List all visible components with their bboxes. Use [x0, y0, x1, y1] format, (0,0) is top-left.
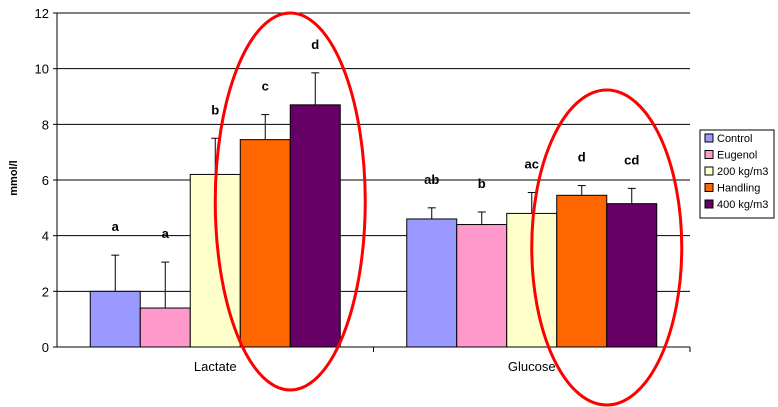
bar — [606, 203, 658, 348]
highlight-ellipse — [530, 88, 684, 407]
significance-label: ac — [525, 157, 539, 172]
bar — [556, 194, 608, 348]
x-category-label: Glucose — [508, 359, 556, 374]
bar — [456, 224, 508, 348]
legend-label: 400 kg/m3 — [717, 199, 768, 211]
highlight-ellipses — [213, 11, 684, 407]
significance-label: cd — [624, 152, 639, 167]
significance-label: d — [311, 37, 319, 52]
legend-swatch — [704, 199, 714, 209]
legend-label: Eugenol — [717, 150, 757, 162]
bar — [89, 290, 141, 348]
significance-label: c — [262, 79, 269, 94]
significance-label: b — [478, 176, 486, 191]
significance-label: d — [578, 150, 586, 165]
y-tick-label: 6 — [42, 173, 49, 188]
y-tick-label: 0 — [42, 340, 49, 355]
y-tick-label: 4 — [42, 229, 49, 244]
bar — [289, 104, 341, 348]
legend-swatch — [704, 150, 714, 159]
x-category-label: Lactate — [194, 359, 237, 374]
bars — [89, 72, 658, 348]
significance-label: a — [112, 219, 120, 234]
y-tick-label: 10 — [35, 62, 49, 77]
significance-label: ab — [424, 172, 439, 187]
bar — [139, 307, 191, 348]
significance-label: a — [162, 226, 170, 241]
bar — [406, 218, 458, 348]
legend-label: Handling — [717, 183, 760, 195]
y-tick-label: 8 — [42, 117, 49, 132]
legend-label: 200 kg/m3 — [717, 166, 768, 178]
legend-swatch — [704, 183, 714, 192]
y-tick-label: 12 — [35, 6, 49, 21]
y-axis-label: mmol/l — [8, 160, 20, 195]
bar — [239, 139, 291, 348]
legend-swatch — [704, 133, 714, 143]
y-tick-label: 2 — [42, 284, 49, 299]
legend: Control Eugenol 200 kg/m3 Handling 400 kg/m3 — [699, 129, 775, 219]
significance-label: b — [211, 102, 219, 117]
legend-label: Control — [717, 133, 752, 145]
legend-swatch — [704, 166, 714, 176]
highlight-ellipse — [213, 11, 367, 392]
